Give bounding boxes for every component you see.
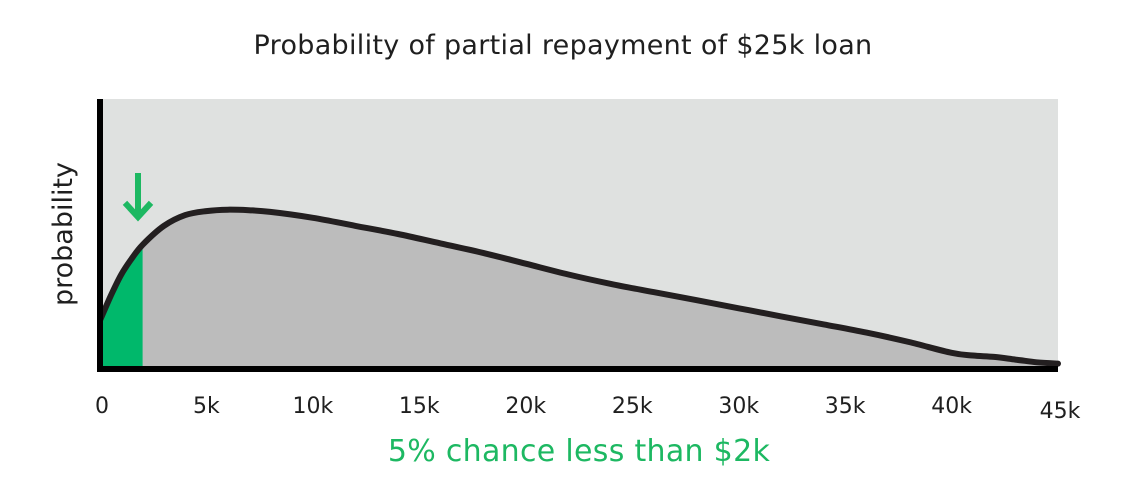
chart-caption: 5% chance less than $2k (387, 434, 771, 469)
chart-title: Probability of partial repayment of $25k… (253, 30, 873, 61)
distribution-area (100, 209, 1058, 369)
x-tick-label: 45k (1040, 399, 1081, 424)
x-tick-label: 15k (399, 394, 440, 419)
x-tick-label: 40k (931, 394, 972, 419)
y-axis-label: probability (48, 162, 79, 306)
x-tick-label: 10k (293, 394, 334, 419)
x-tick-label: 0 (95, 394, 109, 419)
highlight-area-under-2k (100, 244, 143, 369)
x-tick-label: 30k (718, 394, 759, 419)
x-tick-label: 35k (825, 394, 866, 419)
down-arrow-icon (122, 173, 154, 222)
x-tick-labels: 0 5k 10k 15k 20k 25k 30k 35k 40k 45k (95, 394, 1081, 424)
x-tick-label: 20k (505, 394, 546, 419)
distribution-curve (97, 206, 1061, 367)
x-tick-label: 25k (612, 394, 653, 419)
x-tick-label: 5k (193, 394, 220, 419)
